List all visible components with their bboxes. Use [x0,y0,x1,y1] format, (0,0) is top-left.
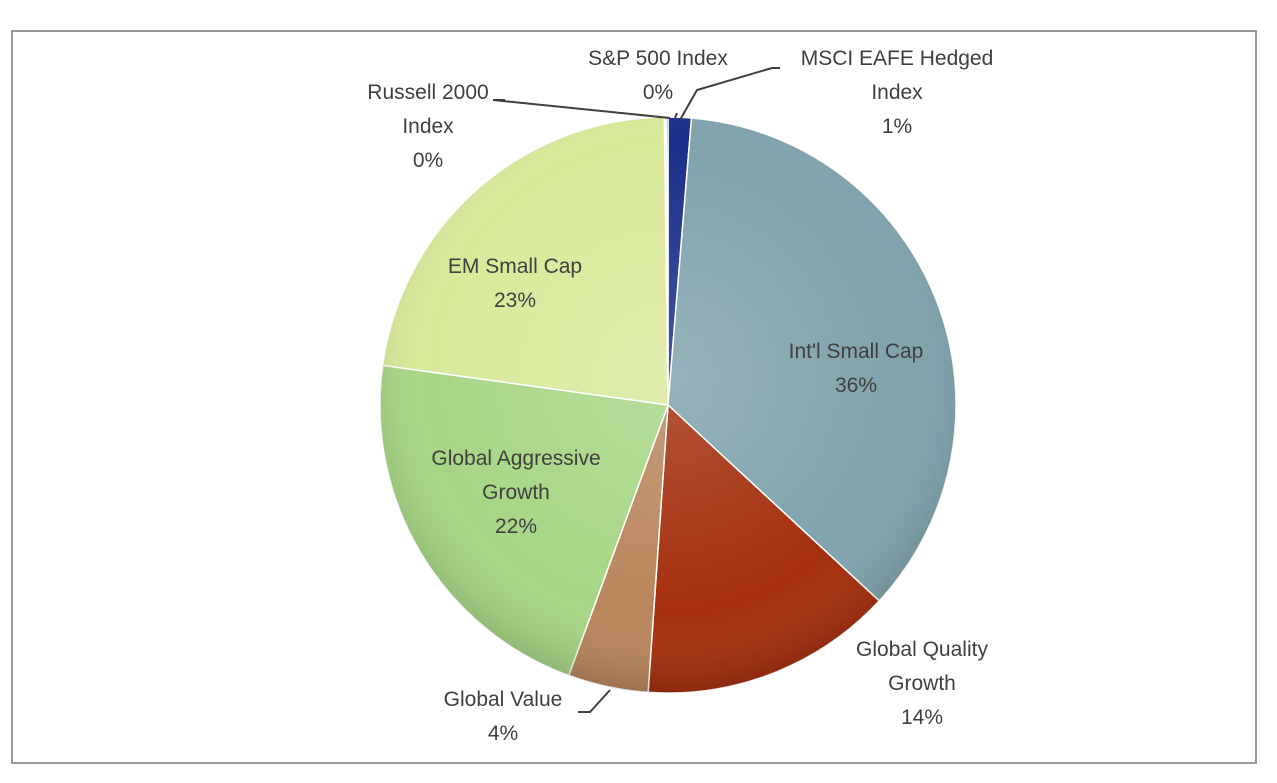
label-msci-pct: 1% [882,115,912,138]
label-russell-pct: 0% [413,149,443,172]
leader-line-russell [492,99,671,119]
leader-line-msci [679,67,780,121]
label-global-quality-name-2: Growth [888,672,956,695]
label-em-small-cap-pct: 23% [494,289,536,312]
label-intl-small-cap-name: Int'l Small Cap [789,340,924,363]
label-msci-name-2: Index [871,81,923,104]
label-global-quality-name-1: Global Quality [856,638,988,661]
label-global-value-pct: 4% [488,722,518,745]
leader-line-sp500 [674,112,678,119]
label-global-aggressive-name-2: Growth [482,481,550,504]
label-intl-small-cap-pct: 36% [835,374,877,397]
label-global-aggressive-name-1: Global Aggressive [431,447,600,470]
leader-line-global-value [578,689,611,713]
label-global-value-name: Global Value [444,688,563,711]
label-sp500-name: S&P 500 Index [588,47,728,70]
label-global-quality-pct: 14% [901,706,943,729]
label-em-small-cap-name: EM Small Cap [448,255,582,278]
label-russell-name-2: Index [402,115,454,138]
label-sp500-pct: 0% [643,81,673,104]
label-msci-name-1: MSCI EAFE Hedged [801,47,994,70]
label-russell-name-1: Russell 2000 [367,81,488,104]
label-global-aggressive-pct: 22% [495,515,537,538]
